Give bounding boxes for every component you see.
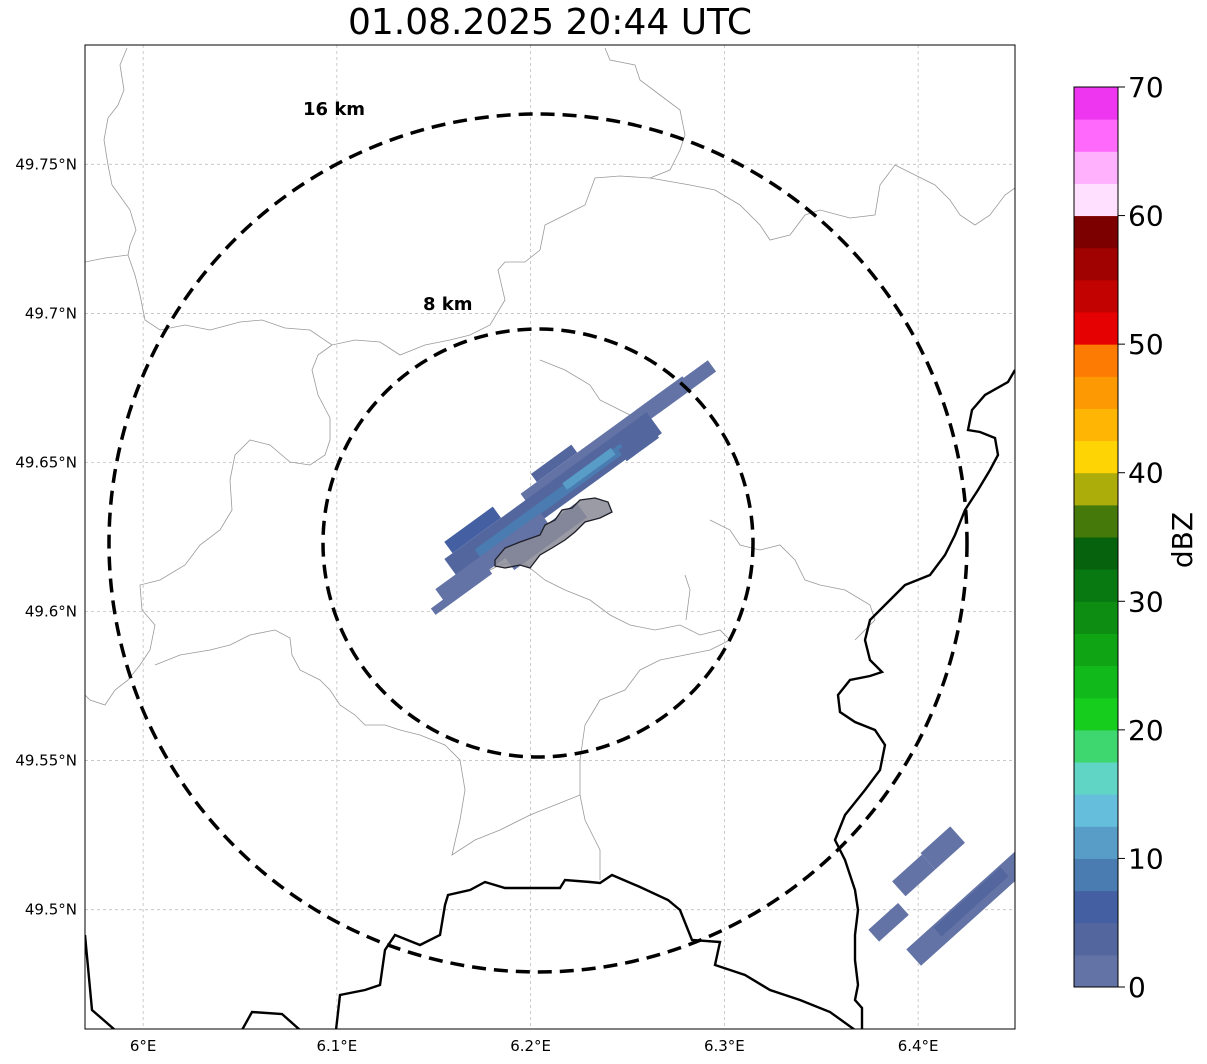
colorbar-tick-label: 60	[1128, 200, 1164, 233]
echo-band	[920, 826, 965, 870]
lat-tick-label: 49.55°N	[15, 752, 77, 770]
colorbar-swatch	[1074, 279, 1118, 313]
colorbar-swatch	[1074, 247, 1118, 281]
colorbar-label: dBZ	[1166, 512, 1199, 568]
lat-tick-label: 49.5°N	[25, 901, 77, 919]
national-border	[85, 934, 116, 1029]
map-title: 01.08.2025 20:44 UTC	[347, 2, 753, 43]
colorbar-tick-label: 30	[1128, 585, 1164, 618]
colorbar-tick-label: 50	[1128, 328, 1164, 361]
colorbar-swatch	[1074, 183, 1118, 217]
echo-band	[530, 444, 578, 483]
colorbar-swatch	[1074, 922, 1118, 956]
colorbar-swatch	[1074, 151, 1118, 184]
lat-tick-label: 49.7°N	[25, 304, 77, 322]
colorbar-tick-label: 70	[1128, 71, 1164, 104]
admin-boundary	[709, 519, 876, 641]
echo-band	[868, 902, 909, 942]
colorbar-frame	[1073, 86, 1119, 988]
colorbar-swatch	[1074, 890, 1118, 924]
echo-band	[435, 512, 550, 603]
admin-boundary	[464, 559, 731, 795]
lon-tick-labels: 6°E 6.1°E 6.2°E 6.3°E 6.4°E	[130, 1037, 939, 1055]
range-ring-16km	[107, 112, 969, 974]
admin-boundaries	[85, 47, 1015, 880]
colorbar-swatch	[1074, 376, 1118, 409]
admin-boundary	[85, 344, 333, 706]
national-border	[833, 369, 1015, 1029]
range-ring-label-16km: 16 km	[303, 99, 365, 120]
colorbar-swatch	[1074, 697, 1118, 731]
colorbar-swatch	[1074, 344, 1118, 377]
radar-echoes	[430, 360, 1015, 966]
lat-tick-label: 49.65°N	[15, 453, 77, 471]
colorbar-swatch	[1074, 215, 1118, 249]
colorbar: 0 10 20 30 40 50 60 70	[1073, 71, 1164, 1004]
admin-boundary	[85, 47, 137, 263]
lon-tick-label: 6°E	[130, 1037, 157, 1055]
colorbar-swatch	[1074, 954, 1118, 988]
colorbar-swatch	[1074, 858, 1118, 892]
colorbar-swatch	[1074, 633, 1118, 667]
lon-tick-label: 6.2°E	[510, 1037, 551, 1055]
admin-boundary	[684, 574, 691, 621]
colorbar-swatch	[1074, 87, 1118, 120]
colorbar-swatch	[1074, 826, 1118, 859]
gridlines	[85, 45, 1015, 1029]
echo-band	[618, 426, 660, 462]
colorbar-swatch	[1074, 504, 1118, 538]
national-border	[241, 1010, 301, 1029]
colorbar-swatch	[1074, 537, 1118, 570]
admin-boundary	[154, 629, 601, 880]
colorbar-swatch	[1074, 569, 1118, 602]
colorbar-swatch	[1074, 794, 1118, 827]
map-plot-area: 16 km 8 km	[85, 45, 1015, 1029]
colorbar-swatch	[1074, 408, 1118, 442]
colorbar-swatch	[1074, 762, 1118, 795]
colorbar-tick-label: 20	[1128, 714, 1164, 747]
national-borders	[85, 369, 1015, 1029]
colorbar-tick-label: 10	[1128, 842, 1164, 875]
lat-tick-labels: 49.75°N 49.7°N 49.65°N 49.6°N 49.55°N 49.5°N	[15, 155, 77, 918]
plot-frame	[84, 44, 1016, 1030]
lon-tick-label: 6.1°E	[316, 1037, 357, 1055]
echo-band	[444, 506, 502, 554]
colorbar-swatch	[1074, 472, 1118, 506]
range-ring-label-8km: 8 km	[423, 294, 473, 315]
echo-band	[562, 447, 616, 490]
lon-tick-label: 6.4°E	[898, 1037, 939, 1055]
lat-tick-label: 49.6°N	[25, 603, 77, 621]
colorbar-swatch	[1074, 440, 1118, 474]
colorbar-tick-label: 40	[1128, 457, 1164, 490]
colorbar-swatch	[1074, 119, 1118, 152]
national-border	[334, 873, 856, 1029]
colorbar-tick-label: 0	[1128, 971, 1146, 1004]
range-rings	[107, 112, 969, 974]
echo-band	[892, 854, 936, 897]
colorbar-swatch	[1074, 601, 1118, 634]
echo-band	[933, 867, 1009, 937]
range-ring-8km	[321, 327, 755, 759]
admin-boundary	[604, 47, 686, 179]
echo-band	[430, 567, 493, 615]
colorbar-swatch	[1074, 665, 1118, 699]
colorbar-swatch	[1074, 312, 1118, 345]
colorbar-swatch	[1074, 729, 1118, 763]
lat-tick-label: 49.75°N	[15, 155, 77, 173]
cell-outline	[494, 497, 613, 569]
lon-tick-label: 6.3°E	[704, 1037, 745, 1055]
admin-boundary	[127, 164, 1015, 356]
